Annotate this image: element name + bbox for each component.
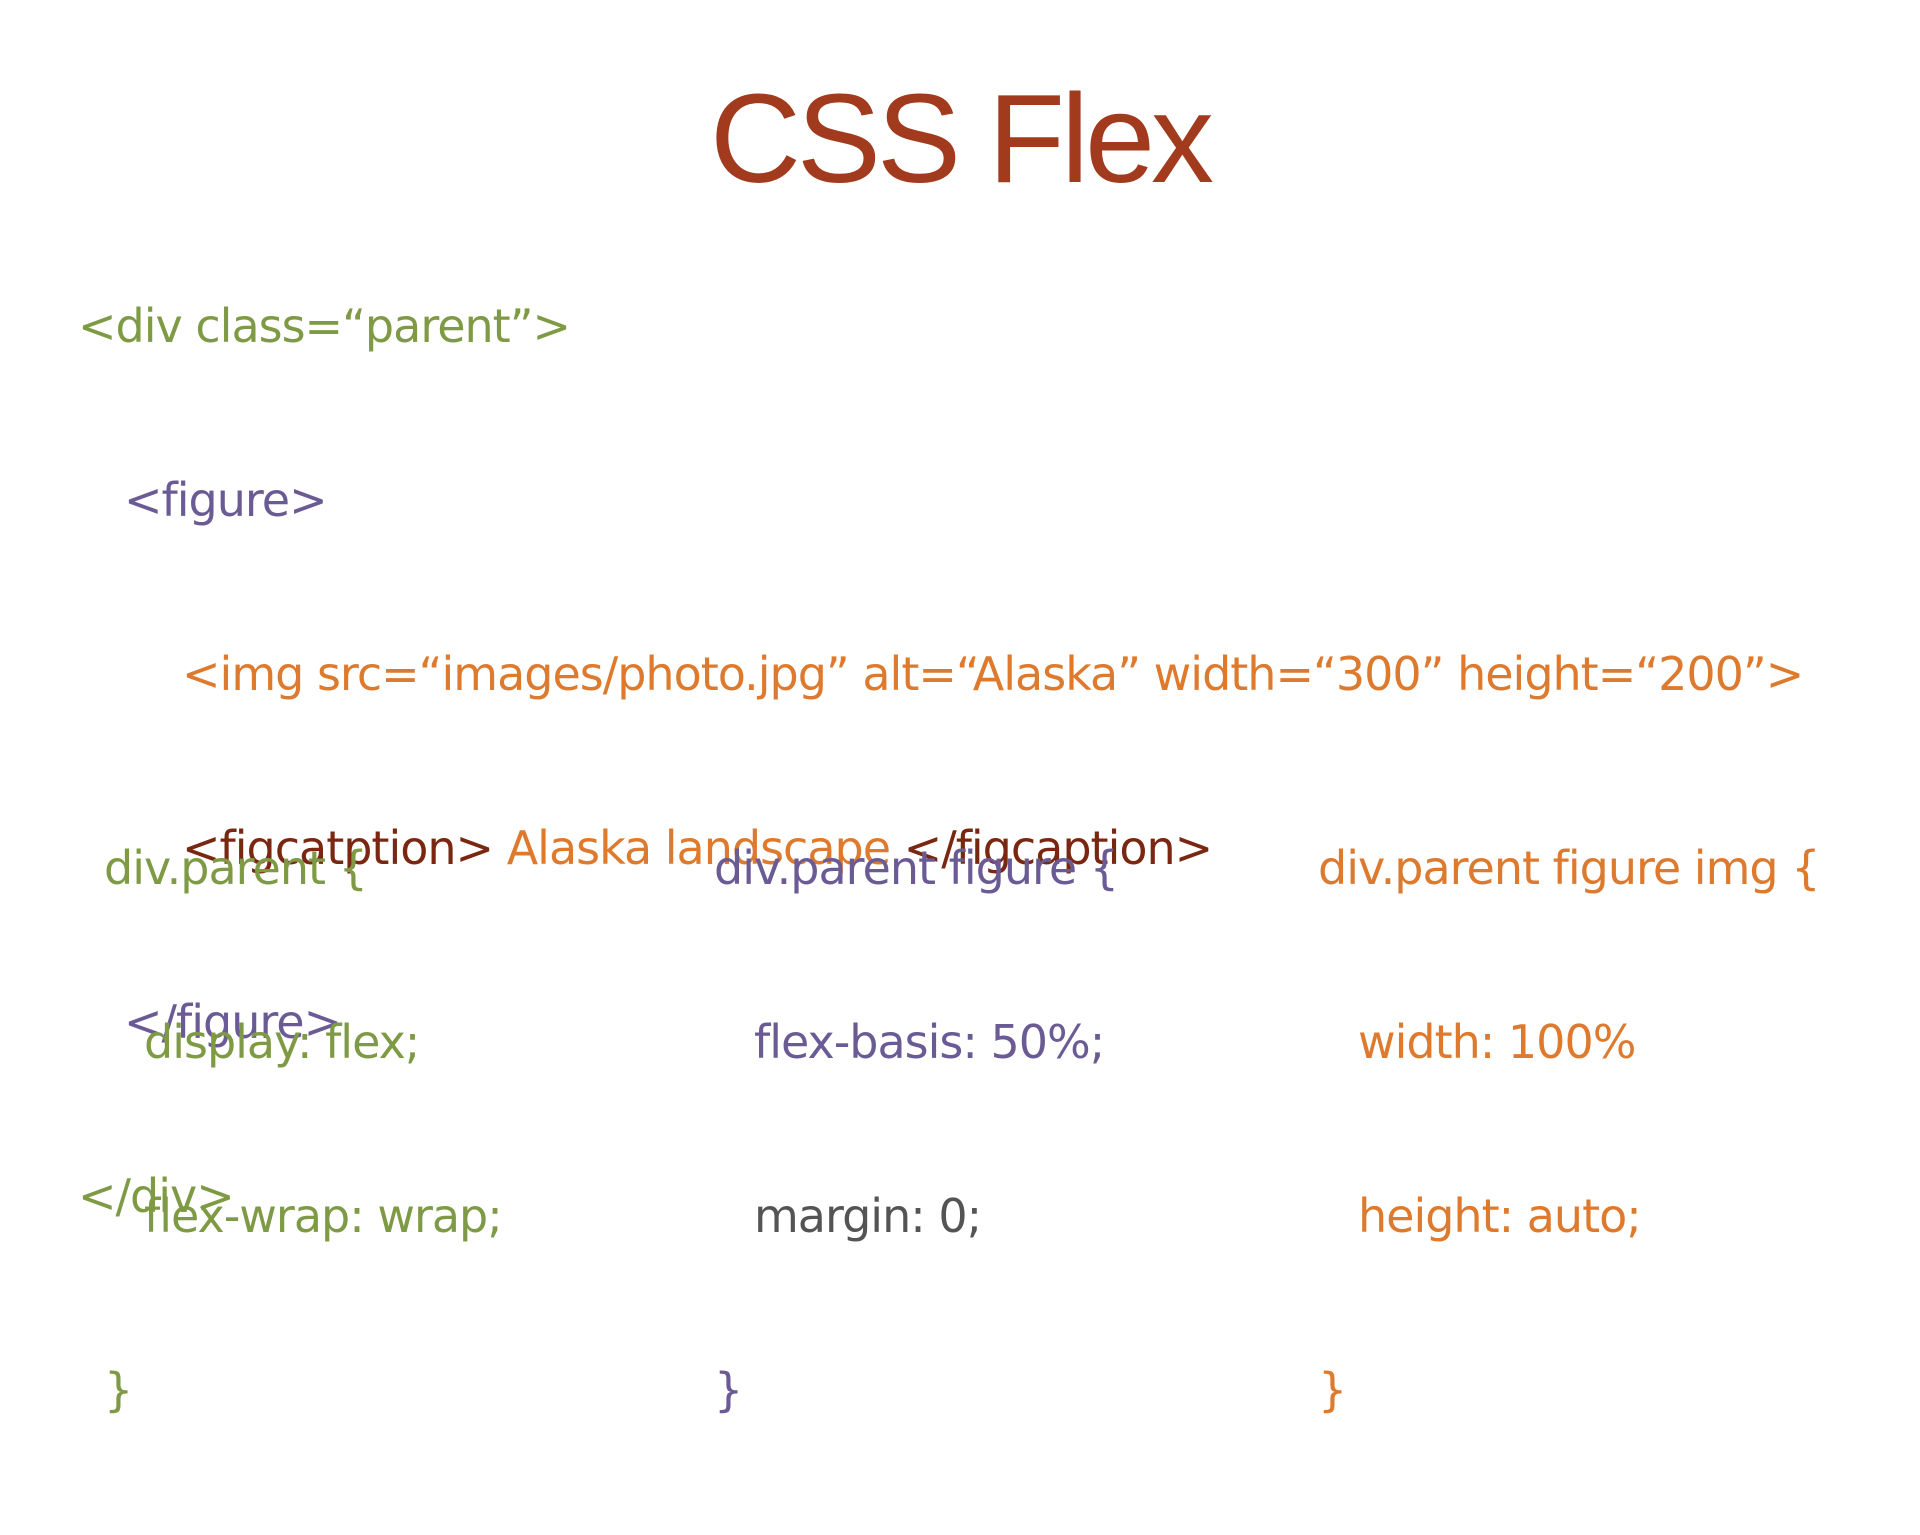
slide-title: CSS Flex	[709, 68, 1214, 209]
css-declaration: flex-basis: 50%;	[754, 1015, 1105, 1069]
html-line-figure-close: </figure>	[124, 995, 342, 1049]
figcaption-open-tag: <figcatption>	[182, 821, 494, 875]
css-closing-brace: }	[104, 1363, 133, 1417]
slide: CSS Flex <div class=“parent”> <figure> <…	[78, 68, 1820, 1418]
css-closing-brace: }	[1318, 1363, 1347, 1417]
css-declaration: width: 100%	[1358, 1015, 1636, 1069]
html-line-img: <img src=“images/photo.jpg” alt=“Alaska”…	[182, 647, 1804, 701]
html-line-figcaption: <figcatption> Alaska landscape </figcapt…	[78, 819, 1803, 877]
figcaption-close-tag: </figcaption>	[903, 821, 1214, 875]
html-code-block: <div class=“parent”> <figure> <img src=“…	[78, 181, 1804, 1341]
css-block-figure: div.parent figure { flex-basis: 50%; mar…	[714, 723, 1119, 1535]
css-declaration: flex-wrap: wrap;	[144, 1189, 503, 1243]
css-block-parent: div.parent { display: flex; flex-wrap: w…	[104, 723, 503, 1535]
css-closing-brace: }	[714, 1363, 743, 1417]
css-selector: div.parent figure {	[714, 841, 1119, 895]
css-declaration: height: auto;	[1358, 1189, 1642, 1243]
css-block-img: div.parent figure img { width: 100% heig…	[1318, 723, 1820, 1535]
css-declaration: margin: 0;	[754, 1189, 982, 1243]
css-selector: div.parent {	[104, 841, 368, 895]
figcaption-text: Alaska landscape	[493, 821, 904, 875]
html-line-div-open: <div class=“parent”>	[78, 299, 571, 353]
css-selector: div.parent figure img {	[1318, 841, 1820, 895]
html-line-figure-open: <figure>	[124, 473, 328, 527]
css-declaration: display: flex;	[144, 1015, 420, 1069]
